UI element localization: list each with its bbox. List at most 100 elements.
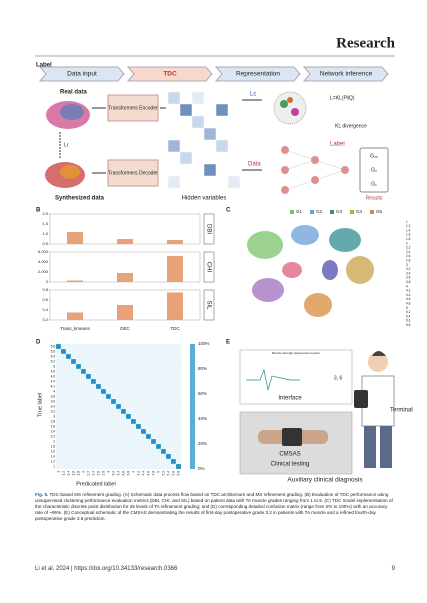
matrix-cell: [65, 343, 72, 350]
matrix-cell: [65, 348, 72, 355]
matrix-cell: [95, 373, 102, 380]
matrix-cell: [120, 413, 127, 420]
matrix-cell: [65, 388, 72, 395]
matrix-cell: [170, 413, 177, 420]
matrix-cell: [100, 388, 107, 395]
matrix-cell: [120, 438, 127, 445]
matrix-cell: [60, 368, 67, 375]
matrix-cell: [80, 438, 87, 445]
matrix-cell: [155, 423, 162, 430]
matrix-cell: [175, 378, 182, 385]
matrix-cell: [150, 358, 157, 365]
matrix-cell: [155, 363, 162, 370]
matrix-cell: [60, 428, 67, 435]
legend-swatch: [330, 210, 334, 214]
matrix-cell: [170, 363, 177, 370]
matrix-cell: [100, 413, 107, 420]
matrix-cell: [105, 363, 112, 370]
matrix-cell: [115, 463, 122, 470]
matrix-cell: [110, 368, 117, 375]
matrix-cell: [145, 418, 152, 425]
matrix-cell: [135, 373, 142, 380]
metric-label: CHI: [205, 262, 211, 273]
matrix-cell: [120, 448, 127, 455]
matrix-cell: [160, 443, 167, 450]
matrix-cell: [90, 418, 97, 425]
y-tick-label: 6,000: [38, 249, 49, 254]
matrix-cell: [65, 428, 72, 435]
matrix-cell: [75, 458, 82, 465]
matrix-cell: [55, 363, 62, 370]
matrix-cell: [170, 423, 177, 430]
c-legend-label: 4.2: [406, 289, 411, 293]
matrix-cell: [90, 443, 97, 450]
matrix-cell: [145, 358, 152, 365]
y-tick-label: 1.0: [42, 231, 48, 236]
matrix-cell: [60, 393, 67, 400]
matrix-cell: [90, 453, 97, 460]
matrix-cell: [125, 393, 132, 400]
matrix-cell: [160, 403, 167, 410]
bar: [167, 240, 183, 244]
matrix-cell: [80, 393, 87, 400]
matrix-cell: [110, 453, 117, 460]
matrix-cell: [165, 373, 172, 380]
matrix-cell: [120, 433, 127, 440]
matrix-cell: [85, 348, 92, 355]
matrix-cell: [55, 418, 62, 425]
matrix-cell: [110, 363, 117, 370]
matrix-cell: [110, 378, 117, 385]
matrix-cell: [115, 438, 122, 445]
matrix-cell: [85, 418, 92, 425]
matrix-cell: [145, 453, 152, 460]
matrix-cell: [95, 388, 102, 395]
matrix-cell: [65, 448, 72, 455]
matrix-cell: [95, 348, 102, 355]
matrix-cell: [125, 443, 132, 450]
matrix-cell: [150, 433, 157, 440]
synth-data: Synthesized data: [55, 196, 105, 202]
matrix-cell: [150, 348, 157, 355]
matrix-cell: [80, 413, 87, 420]
matrix-cell: [170, 348, 177, 355]
matrix-cell: [170, 373, 177, 380]
matrix-cell: [105, 423, 112, 430]
matrix-cell: [120, 378, 127, 385]
matrix-cell: [140, 408, 147, 415]
matrix-cell: [110, 348, 117, 355]
matrix-cell: [100, 463, 107, 470]
legend-swatch: [310, 210, 314, 214]
colorbar-label: 0%: [198, 466, 205, 471]
y-tick-label: 4.6: [51, 374, 56, 378]
matrix-cell: [155, 383, 162, 390]
legend-label: G5: [376, 209, 383, 214]
x-tick-label: 2.4: [91, 471, 95, 476]
matrix-cell: [85, 453, 92, 460]
matrix-cell: [130, 383, 137, 390]
matrix-cell: [100, 368, 107, 375]
c-legend-label: 4: [406, 284, 408, 288]
matrix-cell: [175, 363, 182, 370]
matrix-cell: [105, 433, 112, 440]
journal-title: Research: [336, 35, 396, 51]
colorbar-label: 40%: [198, 416, 207, 421]
x-tick-label: 5.8: [176, 471, 180, 476]
matrix-cell: [105, 393, 112, 400]
matrix-cell: [115, 448, 122, 455]
matrix-cell: [90, 353, 97, 360]
system-title: Muscle strength assessment system: [272, 351, 321, 355]
matrix-cell: [90, 423, 97, 430]
matrix-cell: [65, 398, 72, 405]
y-tick-label: 0: [46, 279, 49, 284]
metric-box: [203, 213, 215, 245]
matrix-cell: [95, 408, 102, 415]
matrix-cell: [85, 408, 92, 415]
matrix-cell: [125, 413, 132, 420]
matrix-cell: [90, 378, 97, 385]
matrix-cell: [150, 448, 157, 455]
matrix-cell: [70, 343, 77, 350]
matrix-cell: [80, 418, 87, 425]
matrix-cell: [170, 403, 177, 410]
matrix-cell: [95, 463, 102, 470]
matrix-cell: [100, 408, 107, 415]
